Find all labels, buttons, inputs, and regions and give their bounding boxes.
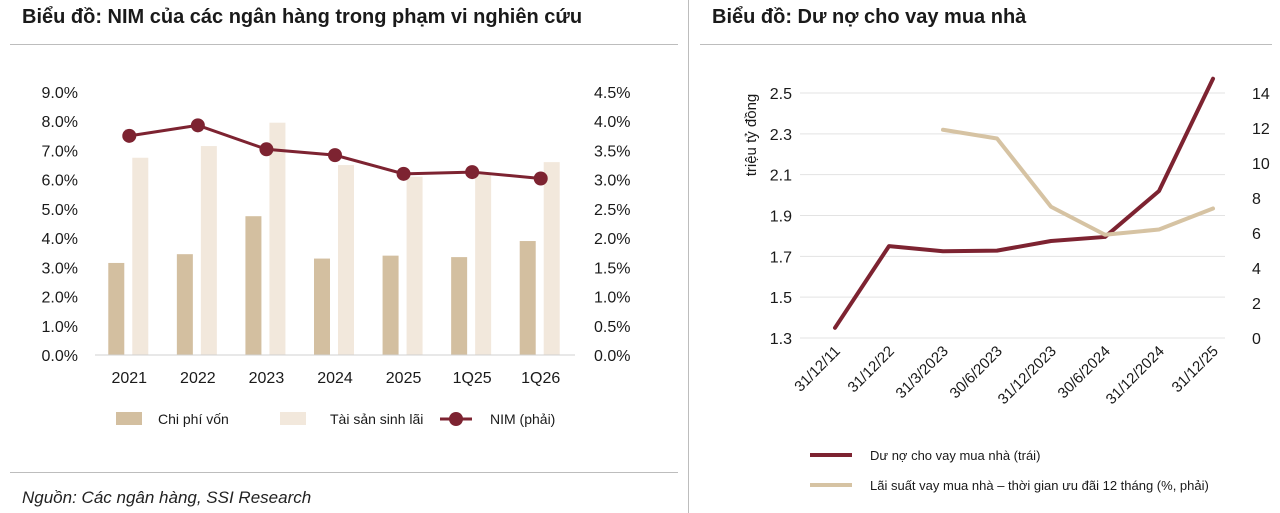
x-date-label: 31/12/2023 [995,343,1060,408]
loan-y-tick: 2.1 [770,168,792,185]
panel-separator [688,0,689,513]
source-note: Nguồn: Các ngân hàng, SSI Research [22,488,312,507]
asset-bar [406,176,423,355]
asset-bar [132,157,149,355]
left-y-tick: 9.0% [42,85,78,102]
rate-y-tick: 8 [1252,191,1261,208]
left-y-tick: 4.0% [42,231,78,248]
right-y-tick: 4.5% [594,85,630,102]
asset-bar [269,122,286,355]
nim-point [328,148,342,163]
loan-y-tick: 1.5 [770,290,792,307]
right-title-rule [700,44,1272,45]
left-y-tick: 0.0% [42,348,78,365]
loan-y-tick: 1.3 [770,331,792,348]
x-category-label: 2025 [386,370,422,387]
legend-loan-label: Dư nợ cho vay mua nhà (trái) [870,448,1040,463]
rate-y-tick: 2 [1252,296,1261,313]
legend-nim-label: NIM (phải) [490,411,555,427]
cost-bar [245,216,262,355]
rate-y-tick: 0 [1252,331,1261,348]
rate-y-tick: 10 [1252,156,1270,173]
x-category-label: 2022 [180,370,216,387]
asset-bar [475,173,492,355]
cost-bar [519,241,536,355]
x-date-label: 31/12/11 [791,343,844,396]
left-y-tick: 7.0% [42,143,78,160]
nim-point [465,165,480,180]
legend-cost-label: Chi phí vốn [158,411,229,427]
nim-point [190,118,205,133]
legend-rate-label: Lãi suất vay mua nhà – thời gian ưu đãi … [870,478,1209,493]
left-y-tick: 6.0% [42,173,78,190]
right-y-tick: 1.0% [594,290,630,307]
loan-y-tick: 2.3 [770,127,792,144]
x-date-label: 31/12/25 [1169,343,1222,396]
loan-line [833,76,1215,330]
legend-cost-swatch [116,412,142,425]
left-chart-title: Biểu đồ: NIM của các ngân hàng trong phạ… [22,6,583,28]
x-category-label: 2024 [317,370,353,387]
nim-point [122,128,137,143]
asset-bar [200,146,217,355]
left-y-tick: 2.0% [42,290,78,307]
asset-bar [338,165,354,355]
loan-y-tick: 1.9 [770,209,792,226]
x-category-label: 1Q26 [521,370,560,387]
nim-point [259,142,274,157]
x-date-label: 31/12/2024 [1103,343,1168,408]
right-chart-title: Biểu đồ: Dư nợ cho vay mua nhà [712,6,1027,28]
rate-y-tick: 14 [1252,86,1270,103]
right-y-tick: 0.0% [594,348,630,365]
cost-bar [382,255,399,355]
x-date-label: 31/3/2023 [893,343,952,402]
legend-asset-label: Tài sản sinh lãi [330,411,423,427]
left-y-tick: 1.0% [42,319,78,336]
right-y-tick: 4.0% [594,114,630,131]
left-y-tick: 3.0% [42,260,78,277]
rate-y-tick: 4 [1252,261,1261,278]
nim-point [533,171,548,186]
asset-bar [543,162,560,355]
rate-y-tick: 6 [1252,226,1261,243]
left-y-tick: 5.0% [42,202,78,219]
x-date-label: 31/12/22 [845,343,898,396]
right-y-tick: 2.5% [594,202,630,219]
legend-asset-swatch [280,412,306,425]
cost-bar [108,262,125,355]
left-y-tick: 8.0% [42,114,78,131]
x-category-label: 1Q25 [453,370,492,387]
loan-y-tick: 2.5 [770,86,792,103]
rate-y-tick: 12 [1252,121,1270,138]
right-y-tick: 3.0% [594,173,630,190]
loan-axis-label: triệu tỷ đồng [743,94,760,177]
right-y-tick: 0.5% [594,319,630,336]
right-y-tick: 3.5% [594,143,630,160]
x-category-label: 2023 [249,370,285,387]
loan-y-tick: 1.7 [770,249,792,266]
cost-bar [314,258,330,355]
nim-point [396,166,411,181]
cost-bar [176,254,193,355]
legend-nim-marker [449,412,463,426]
rate-line [941,127,1215,237]
cost-bar [451,257,468,355]
right-y-tick: 1.5% [594,260,630,277]
left-title-rule [10,44,678,45]
x-category-label: 2021 [111,370,147,387]
right-y-tick: 2.0% [594,231,630,248]
left-bottom-rule [10,472,678,473]
